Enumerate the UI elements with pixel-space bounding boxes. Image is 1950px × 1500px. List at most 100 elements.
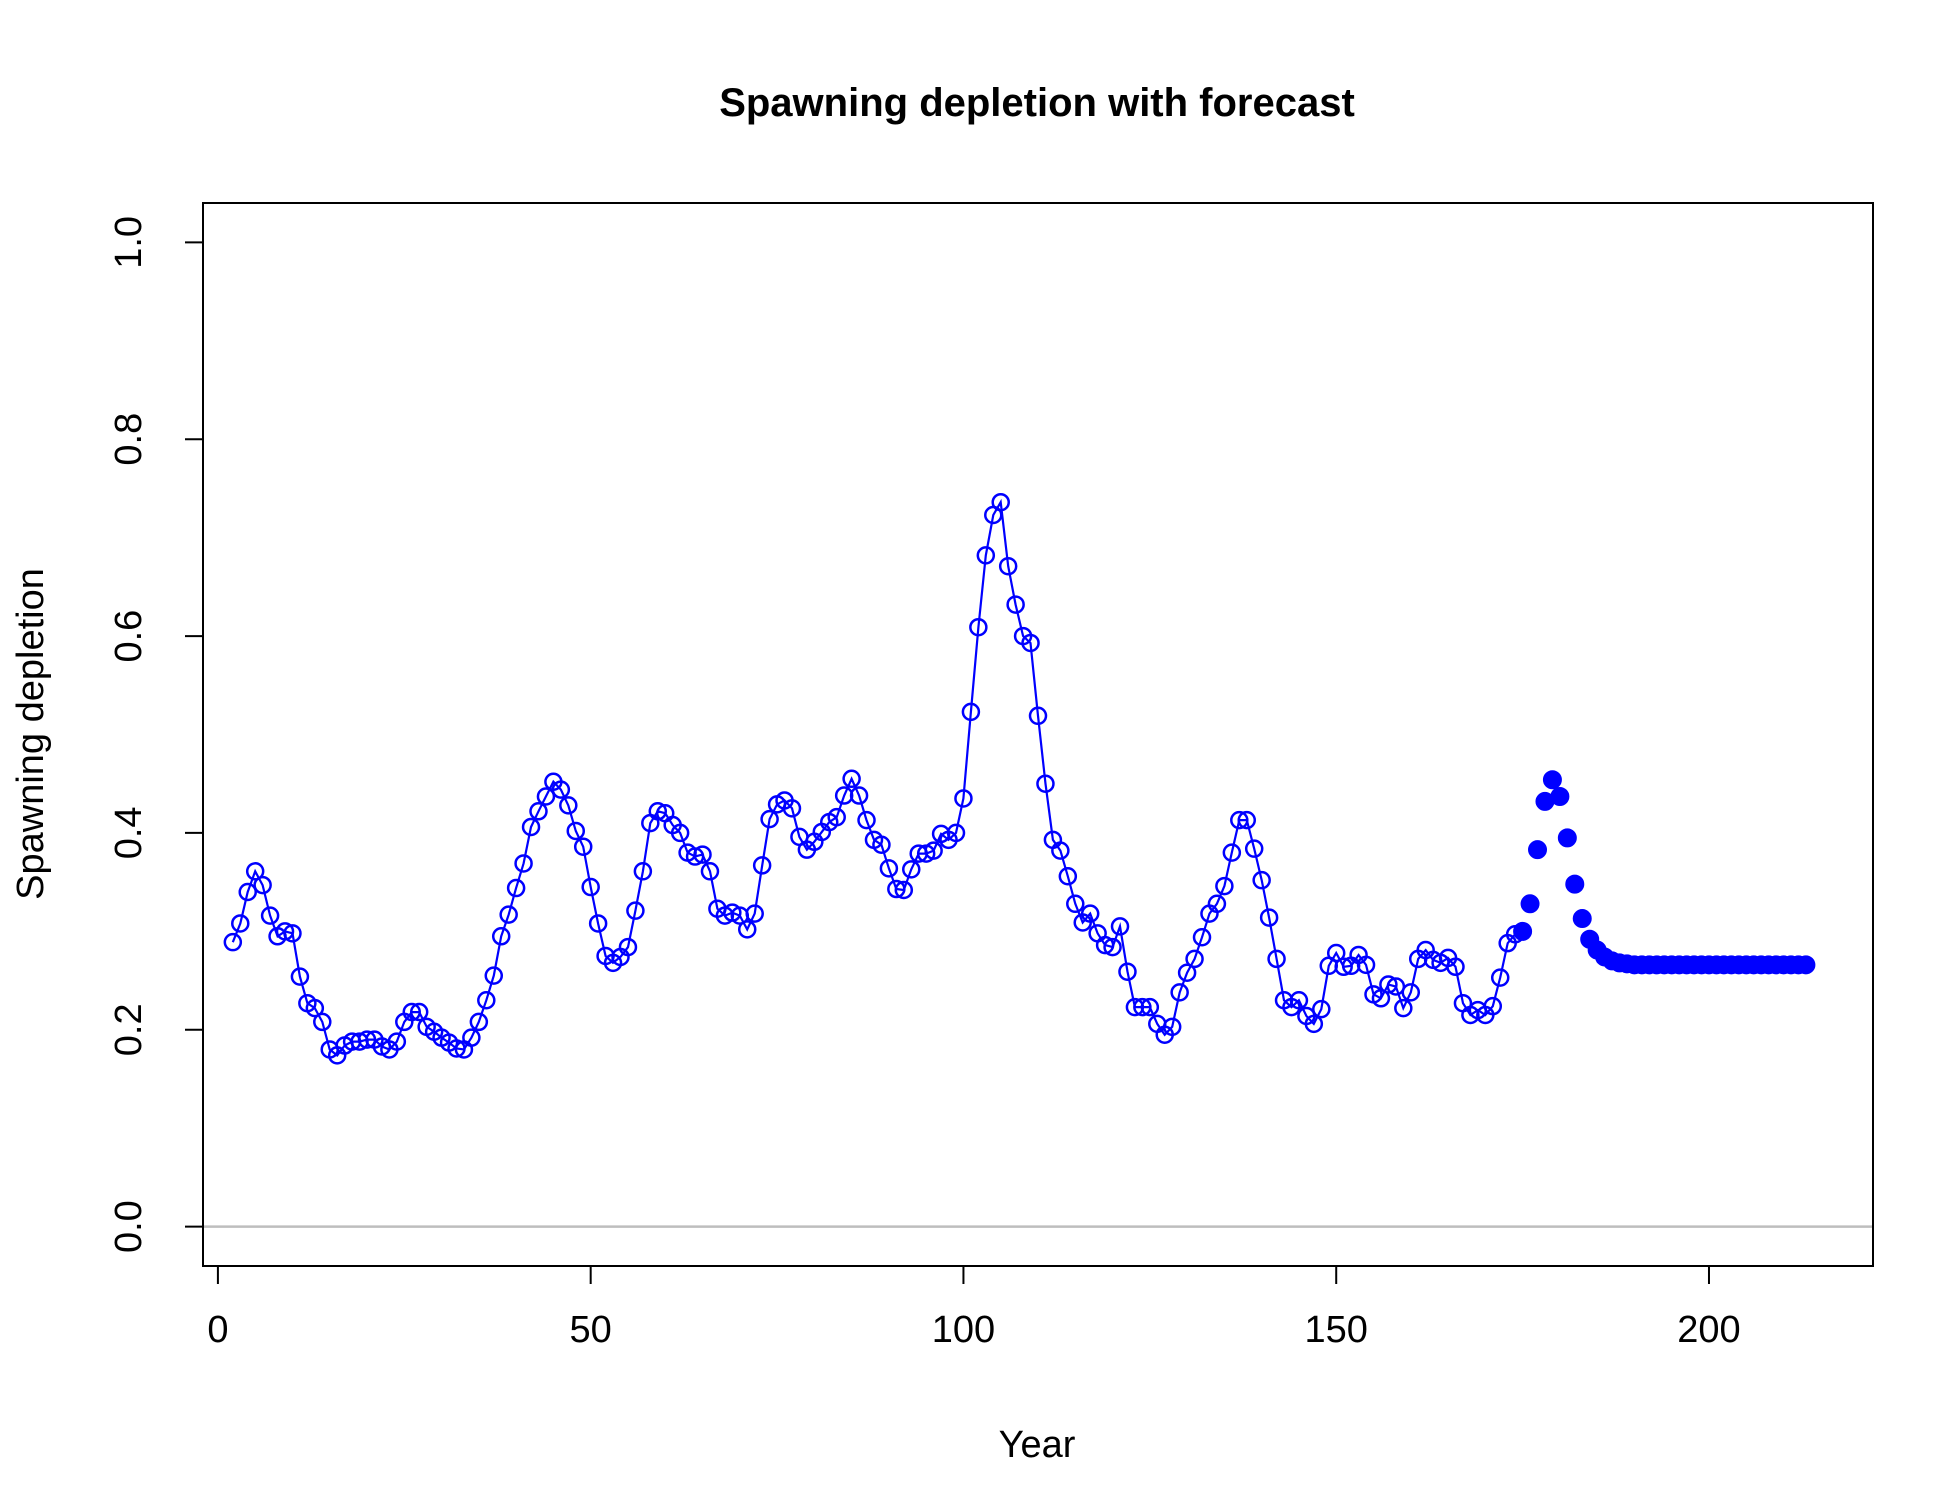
data-point bbox=[842, 769, 861, 789]
data-point bbox=[700, 862, 720, 881]
data-point bbox=[872, 835, 891, 854]
forecast-point bbox=[1528, 840, 1548, 860]
data-point bbox=[857, 810, 876, 830]
x-axis-label: Year bbox=[999, 1424, 1076, 1466]
data-point bbox=[484, 966, 504, 985]
data-point bbox=[245, 862, 265, 881]
data-point bbox=[275, 922, 295, 941]
data-point bbox=[1066, 894, 1085, 914]
data-point bbox=[559, 796, 578, 815]
data-point bbox=[1207, 894, 1227, 914]
data-point bbox=[357, 1030, 377, 1049]
data-point bbox=[998, 556, 1018, 576]
data-point bbox=[648, 802, 668, 821]
x-tick-label: 0 bbox=[207, 1309, 228, 1351]
plot-frame bbox=[202, 202, 1874, 1267]
data-point bbox=[1334, 957, 1353, 977]
data-point bbox=[462, 1028, 481, 1047]
y-tick-label: 0.6 bbox=[108, 610, 150, 663]
data-point bbox=[588, 914, 608, 933]
data-point bbox=[1312, 999, 1331, 1019]
data-point bbox=[223, 932, 243, 952]
data-point bbox=[402, 1002, 421, 1022]
data-point bbox=[1446, 957, 1465, 977]
data-point bbox=[290, 967, 310, 986]
data-point bbox=[1058, 866, 1078, 886]
data-point bbox=[991, 492, 1010, 512]
data-point bbox=[238, 882, 257, 902]
x-tick-label: 150 bbox=[1305, 1309, 1368, 1351]
data-point bbox=[1133, 997, 1152, 1017]
data-point bbox=[633, 862, 653, 881]
data-point bbox=[782, 799, 802, 818]
data-point bbox=[409, 1002, 429, 1022]
data-point bbox=[1021, 633, 1040, 653]
y-axis-label: Spawning depletion bbox=[10, 568, 52, 900]
data-point bbox=[1222, 843, 1242, 862]
data-point bbox=[737, 920, 757, 939]
x-tick-label: 200 bbox=[1677, 1309, 1740, 1351]
chart-title: Spawning depletion with forecast bbox=[719, 81, 1355, 125]
data-point bbox=[670, 823, 690, 843]
data-point bbox=[313, 1012, 332, 1032]
data-point bbox=[231, 914, 250, 933]
data-point bbox=[1028, 706, 1048, 726]
y-tick-label: 0.2 bbox=[108, 1003, 150, 1056]
forecast-point bbox=[1513, 921, 1533, 941]
x-axis: 0 50 100 150 200 bbox=[207, 1265, 1741, 1351]
data-point bbox=[1177, 963, 1197, 982]
data-point bbox=[1252, 870, 1271, 890]
data-point bbox=[253, 875, 272, 895]
forecast-point bbox=[1565, 874, 1585, 894]
data-point bbox=[1371, 989, 1391, 1008]
data-point bbox=[1326, 943, 1346, 963]
data-point bbox=[1140, 997, 1160, 1017]
forecast-point bbox=[1796, 955, 1816, 975]
data-point bbox=[1095, 935, 1115, 955]
data-point bbox=[1036, 774, 1055, 793]
forecast-point bbox=[1557, 828, 1577, 848]
data-point bbox=[1304, 1014, 1324, 1034]
data-point bbox=[1185, 949, 1204, 969]
data-point bbox=[1259, 908, 1279, 927]
x-tick-label: 100 bbox=[932, 1309, 995, 1351]
data-point bbox=[1215, 876, 1234, 896]
data-point bbox=[477, 991, 496, 1010]
data-point bbox=[260, 906, 280, 925]
data-point bbox=[1162, 1017, 1182, 1037]
data-point bbox=[849, 786, 869, 805]
y-tick-label: 1.0 bbox=[108, 216, 150, 269]
data-point bbox=[499, 905, 518, 924]
data-point bbox=[506, 878, 526, 898]
data-point bbox=[693, 845, 712, 864]
data-point bbox=[1192, 928, 1212, 947]
data-point bbox=[1483, 996, 1503, 1016]
data-point bbox=[887, 879, 906, 899]
data-point bbox=[1051, 841, 1070, 860]
data-point bbox=[529, 802, 548, 821]
data-point bbox=[626, 901, 645, 920]
data-point bbox=[976, 546, 996, 565]
data-point bbox=[954, 789, 973, 808]
data-point bbox=[1401, 983, 1421, 1002]
data-point bbox=[1006, 595, 1025, 614]
data-point bbox=[902, 860, 921, 879]
data-point bbox=[752, 856, 772, 875]
data-point bbox=[551, 780, 571, 799]
data-point bbox=[760, 809, 779, 829]
data-point bbox=[1170, 983, 1189, 1002]
data-point bbox=[1289, 991, 1309, 1010]
forecast-point bbox=[1542, 770, 1562, 790]
data-point bbox=[514, 854, 533, 873]
data-point bbox=[521, 817, 541, 837]
series-1 bbox=[223, 492, 1525, 1065]
data-point bbox=[745, 904, 764, 923]
forecast-point bbox=[1572, 909, 1592, 929]
data-point bbox=[618, 937, 638, 957]
data-point bbox=[566, 821, 586, 841]
data-point bbox=[491, 927, 511, 946]
data-point bbox=[305, 998, 325, 1018]
data-point bbox=[469, 1012, 489, 1032]
data-point bbox=[969, 617, 988, 637]
